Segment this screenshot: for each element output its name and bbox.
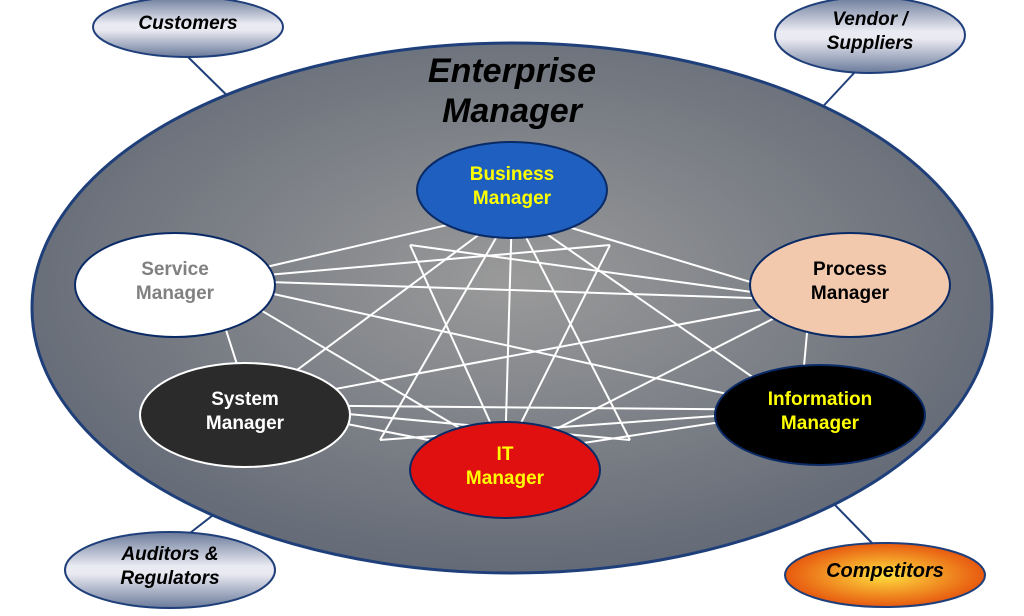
process-manager-node-label-2: Manager	[811, 283, 890, 304]
competitors-node-label-1: Competitors	[826, 560, 944, 582]
business-manager-node: Business Manager	[417, 142, 607, 238]
business-manager-node-label-2: Manager	[473, 188, 552, 209]
system-manager-node-label-1: System	[211, 389, 279, 410]
process-manager-node-label-1: Process	[813, 259, 887, 280]
customers-node-label-1: Customers	[138, 13, 237, 34]
service-manager-node: Service Manager	[75, 233, 275, 337]
information-manager-node: Information Manager	[715, 365, 925, 465]
process-manager-node: Process Manager	[750, 233, 950, 337]
title-line1: Enterprise	[428, 52, 596, 90]
it-manager-node-label-1: IT	[497, 444, 514, 465]
auditors-regulators-node-label-1: Auditors &	[120, 544, 218, 565]
competitors-node: Competitors	[785, 543, 985, 607]
system-manager-node: System Manager	[140, 363, 350, 467]
business-manager-node-label-1: Business	[470, 164, 554, 185]
service-manager-node-label-2: Manager	[136, 283, 215, 304]
system-manager-node-label-2: Manager	[206, 413, 285, 434]
service-manager-node-label-1: Service	[141, 259, 209, 280]
customers-node: Customers	[93, 0, 283, 57]
vendor-suppliers-node-label-2: Suppliers	[827, 33, 914, 54]
it-manager-node: IT Manager	[410, 422, 600, 518]
vendor-suppliers-node: Vendor / Suppliers	[775, 0, 965, 73]
information-manager-node-label-1: Information	[768, 389, 873, 410]
vendor-suppliers-node-label-1: Vendor /	[832, 9, 909, 30]
it-manager-node-label-2: Manager	[466, 468, 545, 489]
information-manager-node-label-2: Manager	[781, 413, 860, 434]
title-line2: Manager	[442, 92, 584, 130]
auditors-regulators-node-label-2: Regulators	[120, 568, 219, 589]
auditors-regulators-node: Auditors & Regulators	[65, 532, 275, 608]
